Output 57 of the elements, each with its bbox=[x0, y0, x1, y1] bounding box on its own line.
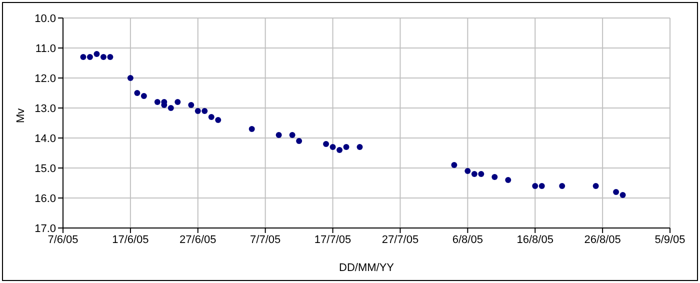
point bbox=[289, 132, 296, 138]
x-tick-label: 17/6/05 bbox=[112, 234, 149, 246]
y-tick-label: 11.0 bbox=[35, 42, 56, 55]
y-tick-label: 13.0 bbox=[34, 102, 56, 115]
y-tick-label: 16.0 bbox=[34, 192, 56, 205]
point bbox=[202, 108, 208, 114]
point bbox=[505, 177, 512, 183]
point bbox=[94, 51, 100, 57]
point bbox=[323, 141, 330, 147]
point bbox=[208, 114, 214, 120]
point bbox=[188, 102, 194, 108]
y-tick-label: 10.0 bbox=[34, 12, 56, 25]
point bbox=[215, 117, 222, 123]
x-tick-label: 27/7/05 bbox=[382, 234, 419, 246]
point bbox=[168, 105, 174, 111]
point bbox=[532, 183, 538, 189]
point bbox=[134, 90, 140, 96]
x-tick-label: 27/6/05 bbox=[180, 234, 216, 246]
x-tick-label: 6/8/05 bbox=[452, 234, 483, 246]
point bbox=[86, 54, 93, 60]
point bbox=[154, 99, 160, 105]
x-tick-label: 16/8/05 bbox=[516, 234, 554, 246]
point bbox=[140, 93, 147, 99]
y-tick-label: 14.0 bbox=[34, 132, 56, 145]
x-tick-label: 7/6/05 bbox=[48, 234, 78, 246]
point bbox=[613, 189, 620, 195]
point bbox=[248, 126, 255, 132]
point bbox=[356, 144, 363, 150]
point bbox=[538, 183, 545, 189]
y-axis-title: Mv bbox=[14, 108, 27, 123]
point bbox=[471, 171, 478, 177]
x-tick-label: 7/7/05 bbox=[250, 234, 281, 246]
point bbox=[343, 144, 350, 150]
y-tick-label: 12.0 bbox=[34, 72, 56, 85]
point bbox=[296, 138, 302, 144]
point bbox=[451, 162, 458, 168]
point bbox=[100, 54, 106, 60]
point bbox=[194, 108, 201, 114]
point bbox=[464, 168, 471, 174]
point bbox=[276, 132, 282, 138]
point bbox=[330, 144, 336, 150]
point bbox=[174, 99, 181, 105]
point bbox=[127, 75, 134, 81]
y-tick-label: 15.0 bbox=[34, 162, 56, 175]
point bbox=[592, 183, 599, 189]
point bbox=[107, 54, 114, 60]
point bbox=[492, 174, 498, 180]
point bbox=[559, 183, 566, 189]
point bbox=[80, 54, 86, 60]
point bbox=[620, 192, 626, 198]
point bbox=[336, 147, 343, 153]
y-tick-label: 17.0 bbox=[34, 222, 56, 235]
x-tick-label: 17/7/05 bbox=[314, 234, 352, 246]
point bbox=[478, 171, 484, 177]
x-axis-title: DD/MM/YY bbox=[339, 262, 395, 274]
x-tick-label: 26/8/05 bbox=[584, 234, 621, 246]
x-tick-label: 5/9/05 bbox=[654, 234, 686, 246]
